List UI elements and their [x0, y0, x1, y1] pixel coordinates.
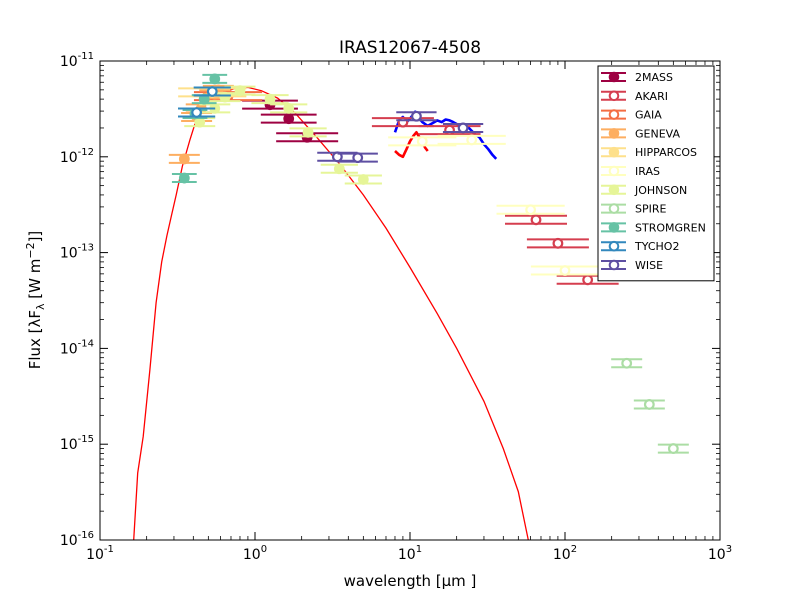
y-tick-label-0: 10-16: [60, 530, 94, 549]
x-tick-label-4: 103: [708, 544, 732, 563]
point-akari-3: [526, 237, 589, 249]
legend-item-hipparcos: HIPPARCOS: [601, 146, 697, 159]
legend-item-gaia: GAIA: [601, 109, 662, 122]
legend-item-akari: AKARI: [601, 90, 668, 103]
point-tycho2-1: [193, 86, 231, 97]
series-stromgren: [171, 73, 228, 184]
series-tycho2: [178, 86, 231, 118]
x-axis-label: wavelength [μm ]: [344, 572, 477, 590]
legend-label-gaia: GAIA: [635, 109, 662, 122]
legend-label-wise: WISE: [635, 259, 663, 272]
y-tick-label-3: 10-13: [60, 243, 94, 262]
legend-label-spire: SPIRE: [635, 203, 667, 216]
point-iras-3: [530, 265, 600, 276]
series-wise: [317, 110, 484, 164]
series-iras: [388, 134, 600, 276]
point-2mass-1: [260, 113, 317, 125]
point-geneva-0: [168, 153, 200, 165]
legend: 2MASS AKARI GAIA GENEVA HIPPARCOS IRAS JOHNSON…: [597, 65, 715, 282]
legend-item-iras: IRAS: [601, 165, 660, 178]
point-johnson-0: [184, 116, 216, 128]
x-tick-label-1: 100: [243, 544, 267, 563]
legend-item-wise: WISE: [601, 259, 663, 272]
legend-label-2mass: 2MASS: [635, 71, 673, 84]
legend-label-stromgren: STROMGREN: [635, 221, 706, 234]
point-johnson-5: [270, 103, 308, 114]
y-tick-label-4: 10-12: [60, 147, 94, 166]
point-spire-0: [611, 357, 643, 369]
plot-area: 10-1 100 101 102 103 10-16 10-15 10-14 10-13 10-1…: [60, 51, 732, 563]
point-tycho2-0: [178, 107, 216, 118]
point-johnson-4: [251, 93, 289, 105]
legend-item-spire: SPIRE: [601, 203, 667, 216]
point-stromgren-3: [202, 73, 228, 85]
y-axis-label: Flux [λFλ [W m−2]]: [24, 231, 47, 370]
legend-label-geneva: GENEVA: [635, 127, 680, 140]
legend-item-johnson: JOHNSON: [601, 184, 687, 197]
x-tick-label-0: 10-1: [86, 544, 114, 563]
legend-item-tycho2: TYCHO2: [601, 240, 679, 253]
chart-title: IRAS12067-4508: [339, 38, 481, 58]
point-wise-1: [337, 152, 378, 164]
point-iras-1: [437, 134, 506, 146]
y-tick-label-2: 10-14: [60, 338, 94, 357]
point-johnson-7: [320, 163, 358, 175]
legend-label-tycho2: TYCHO2: [634, 240, 679, 253]
y-tick-label-5: 10-11: [60, 51, 94, 70]
point-akari-2: [505, 214, 568, 226]
legend-item-2mass: 2MASS: [601, 71, 673, 84]
point-johnson-8: [344, 174, 382, 185]
legend-label-johnson: JOHNSON: [634, 184, 687, 197]
point-spire-1: [633, 399, 665, 410]
legend-label-akari: AKARI: [635, 90, 668, 103]
legend-label-iras: IRAS: [635, 165, 660, 178]
point-spire-2: [657, 443, 689, 454]
point-iras-2: [496, 204, 565, 216]
series-spire: [611, 357, 689, 454]
legend-item-stromgren: STROMGREN: [601, 221, 706, 234]
point-wise-2: [396, 110, 437, 122]
point-stromgren-0: [171, 172, 197, 184]
legend-label-hipparcos: HIPPARCOS: [635, 146, 697, 159]
y-tick-label-1: 10-15: [60, 434, 94, 453]
x-tick-label-3: 102: [553, 544, 577, 563]
x-tick-label-2: 101: [398, 544, 422, 563]
point-johnson-6: [289, 126, 327, 138]
point-iras-0: [388, 135, 457, 147]
legend-item-geneva: GENEVA: [601, 127, 680, 140]
point-wise-3: [442, 122, 484, 134]
